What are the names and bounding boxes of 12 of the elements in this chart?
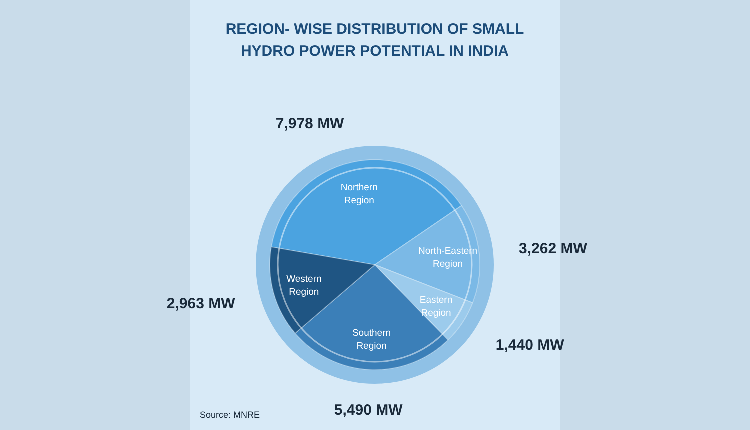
data-label: 2,963 MW bbox=[166, 296, 236, 313]
slice-label: North-Eastern Region bbox=[418, 246, 478, 270]
data-label: 5,490 MW bbox=[334, 402, 404, 419]
data-label: 7,978 MW bbox=[276, 115, 346, 132]
slice-label: Northern Region bbox=[340, 182, 378, 207]
data-label: 1,440 MW bbox=[496, 337, 566, 354]
chart-title: REGION- WISE DISTRIBUTION OF SMALL HYDRO POWER POTENTIAL IN INDIA bbox=[226, 21, 524, 60]
slice-label: Southern Region bbox=[352, 328, 392, 352]
slice-label: Western Region bbox=[286, 274, 322, 298]
slice-label: Eastern Region bbox=[420, 295, 453, 320]
data-label: 3,262 MW bbox=[519, 240, 588, 258]
source-note: Source: MNRE bbox=[200, 410, 260, 420]
